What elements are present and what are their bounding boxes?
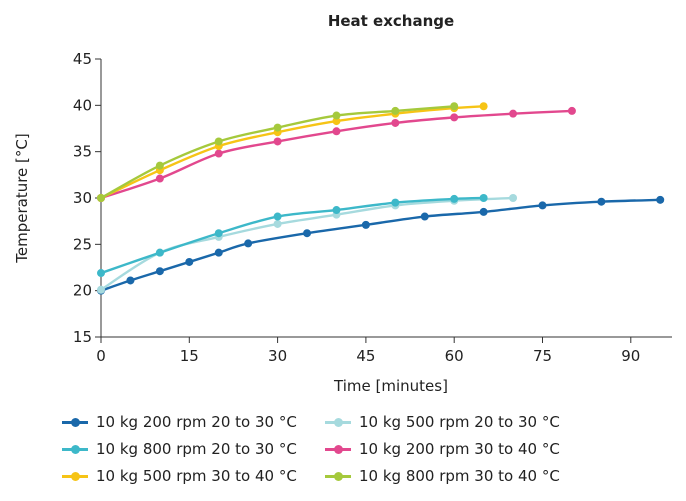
y-axis: 15 20 25 30 35 40 45 [73,50,102,346]
data-point [391,106,400,115]
data-point [361,220,370,229]
data-point [273,212,282,221]
data-point [332,111,341,120]
data-point [273,219,282,228]
y-tick-label: 40 [73,96,92,114]
data-point [97,285,105,294]
series-2 [97,194,518,294]
data-point [450,102,459,111]
data-point [509,194,518,202]
data-point [479,207,488,216]
legend-label: 10 kg 500 rpm 20 to 30 °C [359,413,560,431]
y-tick-label: 25 [73,235,92,253]
data-point [567,106,576,115]
legend-swatch-icon [325,412,351,432]
series-layer [97,102,665,295]
data-point [420,212,429,221]
y-tick-label: 30 [73,189,92,207]
legend-swatch-icon [62,466,88,486]
data-point [509,109,518,118]
legend-swatch-icon [325,466,351,486]
x-axis-label: Time [minutes] [333,377,448,395]
y-tick-label: 15 [73,328,92,346]
series-3 [97,194,488,278]
data-point [303,229,312,238]
legend-swatch-icon [62,439,88,459]
x-tick-label: 45 [356,347,375,365]
legend-label: 10 kg 200 rpm 20 to 30 °C [96,413,297,431]
legend-swatch-icon [325,439,351,459]
data-point [538,201,547,210]
data-point [391,118,400,127]
x-tick-label: 75 [533,347,552,365]
data-point [97,194,105,202]
data-point [597,197,606,206]
chart-title: Heat exchange [328,12,454,30]
legend-item: 10 kg 200 rpm 20 to 30 °C [0,412,325,432]
data-point [214,149,223,158]
legend-item: 10 kg 800 rpm 30 to 40 °C [325,466,686,486]
data-point [155,248,164,257]
data-point [479,194,488,202]
data-point [185,257,194,266]
data-point [126,276,135,285]
x-tick-label: 30 [268,347,287,365]
data-point [214,248,223,257]
data-point [214,137,223,146]
y-tick-label: 20 [73,282,92,300]
data-point [450,113,459,122]
data-point [332,127,341,136]
data-point [332,206,341,215]
legend-label: 10 kg 800 rpm 20 to 30 °C [96,440,297,458]
series-5 [97,102,488,202]
y-axis-label: Temperature [°C] [13,133,31,263]
x-axis: 0 15 30 45 60 75 90 [96,336,672,365]
legend-swatch-icon [62,412,88,432]
data-point [214,229,223,238]
y-tick-label: 35 [73,143,92,161]
data-point [155,267,164,276]
data-point [244,239,253,248]
data-point [155,174,164,183]
legend-item: 10 kg 200 rpm 30 to 40 °C [325,439,686,459]
legend-label: 10 kg 200 rpm 30 to 40 °C [359,440,560,458]
legend-item: 10 kg 500 rpm 30 to 40 °C [0,466,325,486]
x-tick-label: 90 [621,347,640,365]
data-point [97,269,105,278]
series-line [100,105,455,200]
data-point [273,137,282,146]
data-point [479,102,488,111]
data-point [450,194,459,203]
legend-item: 10 kg 500 rpm 20 to 30 °C [325,412,686,432]
data-point [332,117,341,126]
legend-label: 10 kg 500 rpm 30 to 40 °C [96,467,297,485]
series-6 [97,102,459,202]
data-point [391,198,400,207]
data-point [273,123,282,132]
x-tick-label: 60 [445,347,464,365]
x-tick-label: 15 [180,347,199,365]
data-point [656,195,665,204]
data-point [155,161,164,170]
y-tick-label: 45 [73,50,92,68]
legend-item: 10 kg 800 rpm 20 to 30 °C [0,439,325,459]
legend: 10 kg 200 rpm 20 to 30 °C 10 kg 500 rpm 2… [0,412,686,486]
x-tick-label: 0 [96,347,106,365]
legend-label: 10 kg 800 rpm 30 to 40 °C [359,467,560,485]
